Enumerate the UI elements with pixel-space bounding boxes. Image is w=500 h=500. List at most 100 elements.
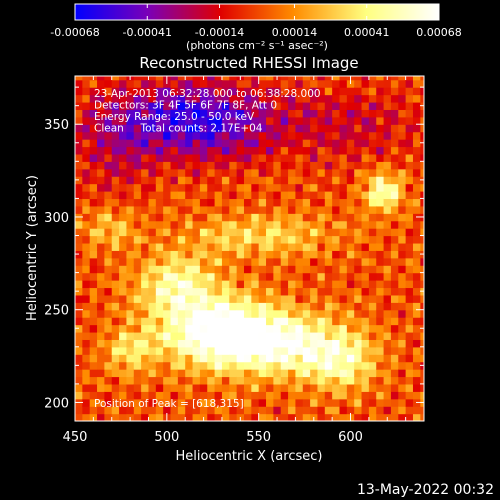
heatmap-cell xyxy=(368,183,377,192)
heatmap-cell xyxy=(148,309,157,318)
heatmap-cell xyxy=(332,183,341,192)
heatmap-cell xyxy=(221,161,230,170)
heatmap-cell xyxy=(317,79,326,88)
heatmap-cell xyxy=(207,109,216,118)
heatmap-cell xyxy=(288,139,297,148)
heatmap-cell xyxy=(324,294,333,303)
heatmap-cell xyxy=(126,153,135,162)
heatmap-cell xyxy=(295,250,304,259)
heatmap-cell xyxy=(339,101,348,110)
heatmap-cell xyxy=(354,250,363,259)
heatmap-cell xyxy=(236,280,245,289)
heatmap-cell xyxy=(405,302,414,311)
heatmap-cell xyxy=(177,346,186,355)
heatmap-cell xyxy=(251,183,260,192)
heatmap-cell xyxy=(302,191,311,200)
heatmap-cell xyxy=(339,153,348,162)
heatmap-cell xyxy=(288,124,297,133)
heatmap-cell xyxy=(405,257,414,266)
heatmap-cell xyxy=(280,257,289,266)
heatmap-cell xyxy=(317,361,326,370)
heatmap-cell xyxy=(111,205,120,214)
heatmap-cell xyxy=(214,250,223,259)
heatmap-cell xyxy=(207,324,216,333)
heatmap-cell xyxy=(155,265,164,274)
heatmap-cell xyxy=(302,354,311,363)
heatmap-cell xyxy=(412,101,421,110)
heatmap-cell xyxy=(266,376,274,385)
heatmap-cell xyxy=(288,309,297,318)
heatmap-cell xyxy=(229,346,238,355)
heatmap-cell xyxy=(295,346,304,355)
heatmap-cell xyxy=(111,294,120,303)
heatmap-cell xyxy=(288,191,297,200)
heatmap-cell xyxy=(354,79,363,88)
heatmap-cell xyxy=(354,228,363,237)
heatmap-cell xyxy=(412,324,421,333)
heatmap-cell xyxy=(229,294,238,303)
heatmap-cell xyxy=(221,176,230,185)
heatmap-cell xyxy=(390,76,399,81)
heatmap-cell xyxy=(295,198,304,207)
heatmap-cell xyxy=(148,317,157,326)
heatmap-cell xyxy=(280,413,289,421)
heatmap-cell xyxy=(324,124,333,133)
heatmap-cell xyxy=(221,242,230,251)
heatmap-cell xyxy=(405,146,414,155)
heatmap-cell xyxy=(317,235,326,244)
heatmap-cell xyxy=(251,191,260,200)
heatmap-cell xyxy=(280,191,289,200)
heatmap-cell xyxy=(221,250,230,259)
heatmap-cell xyxy=(295,272,304,281)
heatmap-cell xyxy=(412,79,421,88)
heatmap-cell xyxy=(119,131,128,140)
heatmap-cell xyxy=(148,131,157,140)
heatmap-cell xyxy=(207,116,216,125)
heatmap-cell xyxy=(104,176,113,185)
heatmap-cell xyxy=(148,294,157,303)
heatmap-cell xyxy=(339,339,348,348)
heatmap-cell xyxy=(280,235,289,244)
heatmap-cell xyxy=(104,116,113,125)
heatmap-cell xyxy=(412,339,421,348)
annotation-line: 23-Apr-2013 06:32:28.000 to 06:38:28.000 xyxy=(94,88,321,100)
heatmap-cell xyxy=(280,183,289,192)
heatmap-cell xyxy=(214,87,223,96)
heatmap-cell xyxy=(368,324,377,333)
heatmap-cell xyxy=(148,369,157,378)
heatmap-cell xyxy=(398,235,407,244)
heatmap-cell xyxy=(148,354,157,363)
heatmap-cell xyxy=(390,191,399,200)
heatmap-cell xyxy=(214,228,223,237)
heatmap-cell xyxy=(185,361,194,370)
heatmap-cell xyxy=(82,161,91,170)
heatmap-cell xyxy=(258,257,267,266)
heatmap-cell xyxy=(310,324,319,333)
heatmap-cell xyxy=(126,220,135,229)
heatmap-cell xyxy=(324,406,333,415)
heatmap-cell xyxy=(376,131,385,140)
heatmap-cell xyxy=(368,398,377,407)
heatmap-cell xyxy=(324,116,333,125)
heatmap-cell xyxy=(177,331,186,340)
heatmap-cell xyxy=(361,369,370,378)
heatmap-cell xyxy=(390,101,399,110)
heatmap-cell xyxy=(221,376,230,385)
heatmap-cell xyxy=(243,242,252,251)
heatmap-cell xyxy=(236,265,245,274)
heatmap-cell xyxy=(332,220,341,229)
heatmap-cell xyxy=(332,413,341,421)
heatmap-cell xyxy=(97,242,105,251)
heatmap-cell xyxy=(383,146,392,155)
annotation-line: Energy Range: 25.0 - 50.0 keV xyxy=(94,111,255,123)
heatmap-cell xyxy=(170,131,179,140)
heatmap-cell xyxy=(317,413,326,421)
heatmap-cell xyxy=(177,257,186,266)
heatmap-cell xyxy=(141,302,150,311)
heatmap-cell xyxy=(310,250,319,259)
heatmap-cell xyxy=(339,317,348,326)
heatmap-cell xyxy=(412,369,421,378)
heatmap-cell xyxy=(412,250,421,259)
heatmap-cell xyxy=(141,235,150,244)
heatmap-cell xyxy=(119,198,128,207)
